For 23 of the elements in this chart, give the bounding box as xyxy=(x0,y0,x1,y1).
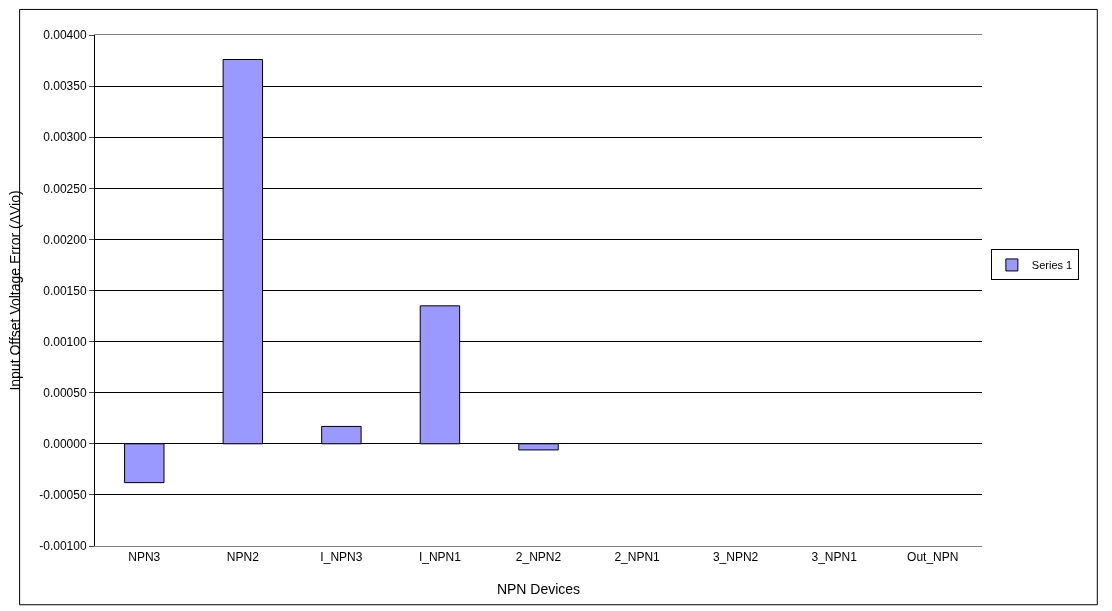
x-tick-label: 3_NPN2 xyxy=(712,550,759,565)
x-axis-title: NPN Devices xyxy=(496,580,581,597)
y-tick-label: 0.00000 xyxy=(43,437,87,451)
x-tick-label: 2_NPN1 xyxy=(614,550,661,565)
legend-label: Series 1 xyxy=(1031,259,1073,272)
y-tick-label: 0.00250 xyxy=(43,181,87,196)
x-tick-label: Out_NPN xyxy=(907,550,959,565)
x-tick-label: 3_NPN1 xyxy=(811,550,858,565)
y-tick-label: 0.00400 xyxy=(43,28,87,43)
x-tick-label: 2_NPN2 xyxy=(515,550,562,565)
x-tick-label: I_NPN1 xyxy=(418,550,462,565)
x-tick-label: I_NPN3 xyxy=(320,550,363,565)
y-tick-label: 0.00200 xyxy=(43,232,87,247)
x-tick-label: NPN3 xyxy=(128,550,161,565)
y-tick-label: 0.00050 xyxy=(43,385,87,400)
y-tick-label: 0.00150 xyxy=(43,283,87,298)
y-tick-label: 0.00300 xyxy=(43,130,87,145)
y-tick-label: -0.00050 xyxy=(39,488,87,503)
y-tick-label: -0.00100 xyxy=(39,539,87,554)
x-tick-label: NPN2 xyxy=(226,550,260,565)
y-axis-title: Input Offset Voltage Error (ΔVio) xyxy=(6,190,23,391)
y-tick-label: 0.00100 xyxy=(43,334,87,349)
y-tick-label: 0.00350 xyxy=(43,79,87,94)
